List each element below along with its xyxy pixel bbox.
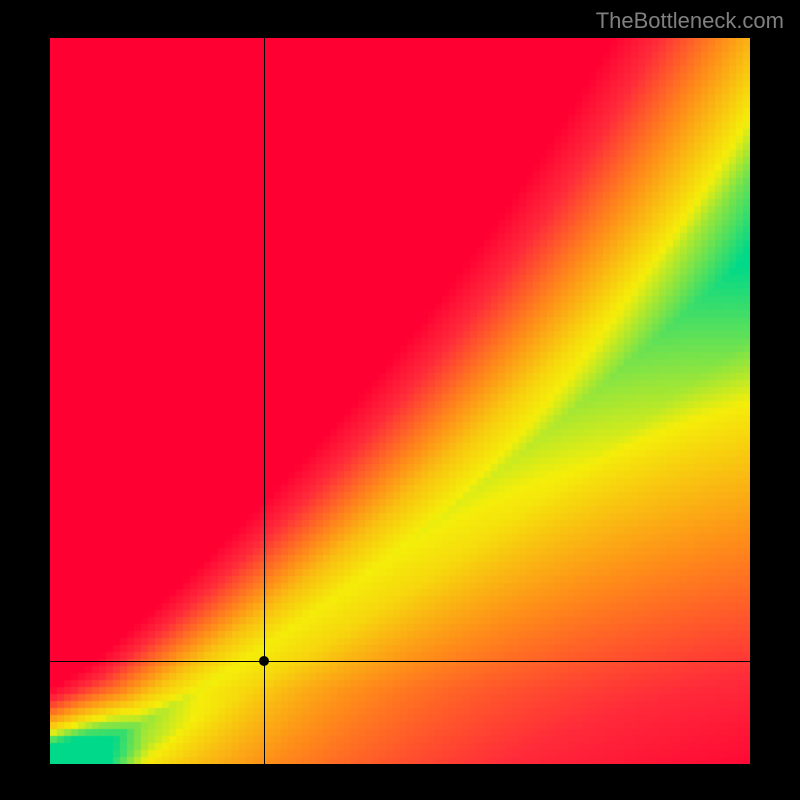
chart-container: TheBottleneck.com (0, 0, 800, 800)
crosshair-horizontal (50, 661, 750, 662)
plot-area (50, 38, 750, 764)
watermark-text: TheBottleneck.com (596, 8, 784, 34)
data-point-marker (259, 656, 269, 666)
heatmap-canvas (50, 38, 750, 764)
